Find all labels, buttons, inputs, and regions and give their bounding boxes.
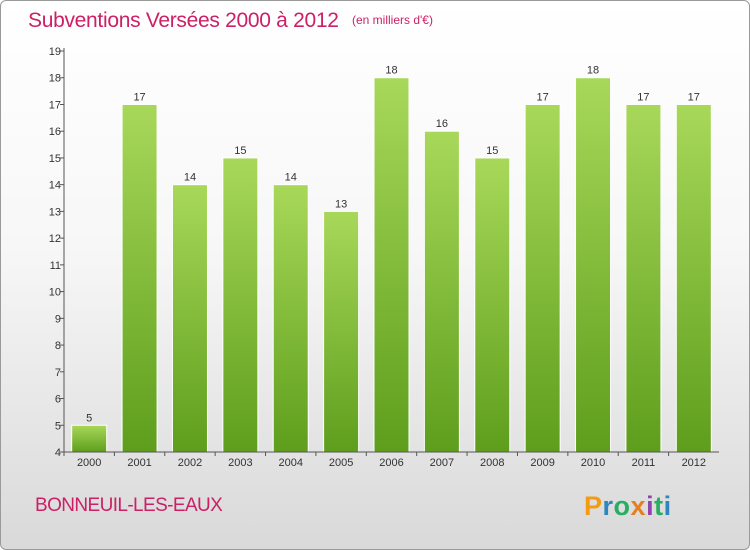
logo-letter: P: [584, 491, 603, 521]
y-tick-label-14: 14: [49, 180, 61, 192]
value-label-2009: 17: [537, 91, 549, 103]
y-tick-label-15: 15: [49, 153, 61, 165]
y-tick-label-17: 17: [49, 99, 61, 111]
value-label-2000: 5: [86, 412, 92, 424]
x-tick-label-2000: 2000: [77, 457, 101, 469]
axes-layer: 2000 2001 2002 2003 2004 2005 2006 2007 2008 2009…: [49, 46, 719, 469]
value-label-2011: 17: [637, 91, 649, 103]
y-tick-label-19: 19: [49, 46, 61, 58]
bars-layer: 5 17 14 15 14 13 18 16 15 17 18 17 17: [71, 65, 712, 453]
value-label-2010: 18: [587, 65, 599, 77]
y-tick-label-7: 7: [55, 367, 61, 379]
y-tick-label-6: 6: [55, 394, 61, 406]
bar-2009: [524, 103, 561, 453]
logo-letter: r: [602, 491, 614, 521]
x-tick-label-2004: 2004: [278, 457, 302, 469]
bar-2001: [121, 103, 158, 453]
proxiti-logo[interactable]: Proxiti: [584, 491, 672, 522]
y-tick-label-12: 12: [49, 233, 61, 245]
chart-subtitle: (en milliers d'€): [352, 13, 433, 27]
bar-2012: [675, 103, 712, 453]
y-tick-label-10: 10: [49, 287, 61, 299]
y-tick-label-8: 8: [55, 340, 61, 352]
value-label-2001: 17: [133, 91, 145, 103]
bar-2011: [625, 103, 662, 453]
x-tick-label-2010: 2010: [581, 457, 605, 469]
y-tick-label-16: 16: [49, 126, 61, 138]
x-tick-label-2008: 2008: [480, 457, 504, 469]
value-label-2004: 14: [285, 172, 297, 184]
y-tick-label-5: 5: [55, 420, 61, 432]
x-tick-label-2003: 2003: [228, 457, 252, 469]
y-tick-label-13: 13: [49, 206, 61, 218]
bar-2008: [474, 157, 511, 453]
y-tick-label-4: 4: [55, 447, 61, 459]
y-tick-label-18: 18: [49, 73, 61, 85]
bar-2006: [373, 77, 410, 453]
x-tick-label-2012: 2012: [682, 457, 706, 469]
value-label-2007: 16: [436, 118, 448, 130]
logo-letter: x: [630, 491, 647, 521]
x-tick-label-2007: 2007: [430, 457, 454, 469]
bar-2003: [222, 157, 259, 453]
bar-2004: [272, 184, 309, 453]
x-tick-label-2001: 2001: [127, 457, 151, 469]
bar-2000: [71, 424, 108, 453]
logo-letter: o: [613, 491, 631, 521]
x-tick-label-2006: 2006: [379, 457, 403, 469]
value-label-2005: 13: [335, 198, 347, 210]
y-tick-label-11: 11: [50, 260, 61, 272]
commune-name: BONNEUIL-LES-EAUX: [35, 495, 223, 516]
value-label-2008: 15: [486, 145, 498, 157]
x-tick-label-2009: 2009: [530, 457, 554, 469]
value-label-2012: 17: [688, 91, 700, 103]
x-tick-label-2005: 2005: [329, 457, 353, 469]
bar-2005: [323, 210, 360, 453]
logo-letter: i: [646, 491, 655, 521]
y-tick-label-9: 9: [55, 313, 61, 325]
bar-2002: [171, 184, 208, 453]
bar-2010: [575, 77, 612, 453]
x-tick-label-2002: 2002: [178, 457, 202, 469]
chart-title: Subventions Versées 2000 à 2012: [28, 9, 339, 32]
logo-letter: i: [663, 491, 672, 521]
value-label-2002: 14: [184, 172, 196, 184]
value-label-2006: 18: [385, 65, 397, 77]
bar-2007: [423, 130, 460, 453]
logo-letter: t: [654, 491, 664, 521]
x-tick-label-2011: 2011: [632, 457, 656, 469]
value-label-2003: 15: [234, 145, 246, 157]
